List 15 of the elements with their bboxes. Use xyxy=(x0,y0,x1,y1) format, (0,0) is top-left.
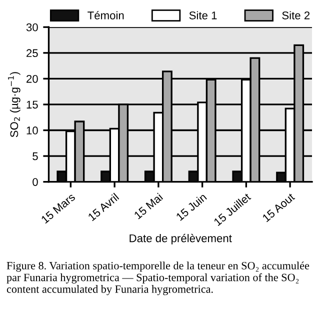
caption: Figure 8. Variation spatio-temporelle de la teneur en SO₂ accumulée par Funaria hygrometrica — Spatio-temporal variation of the SO₂ content accumulated by Funaria hygrometrica. xyxy=(6,262,310,296)
x-tick-label: 15 Juin xyxy=(176,192,208,221)
legend-label: Témoin xyxy=(88,11,124,20)
y-tick-label: 0 xyxy=(32,178,38,186)
legend-label: Site 1 xyxy=(189,11,217,20)
y-tick-label: 20 xyxy=(26,74,38,83)
x-axis-title: Date de prélèvement xyxy=(130,234,232,244)
y-tick-label: 30 xyxy=(26,23,38,32)
y-tick-label: 10 xyxy=(26,126,38,134)
legend-label: Site 2 xyxy=(282,11,310,20)
x-tick-label: 15 Mai xyxy=(134,192,164,220)
y-axis-title: SO$_{2}$ (µg·g$^{−1}$) xyxy=(8,72,20,138)
y-tick-label: 25 xyxy=(26,49,38,58)
y-tick-label: 15 xyxy=(26,100,38,109)
y-tick-label: 5 xyxy=(32,152,38,160)
